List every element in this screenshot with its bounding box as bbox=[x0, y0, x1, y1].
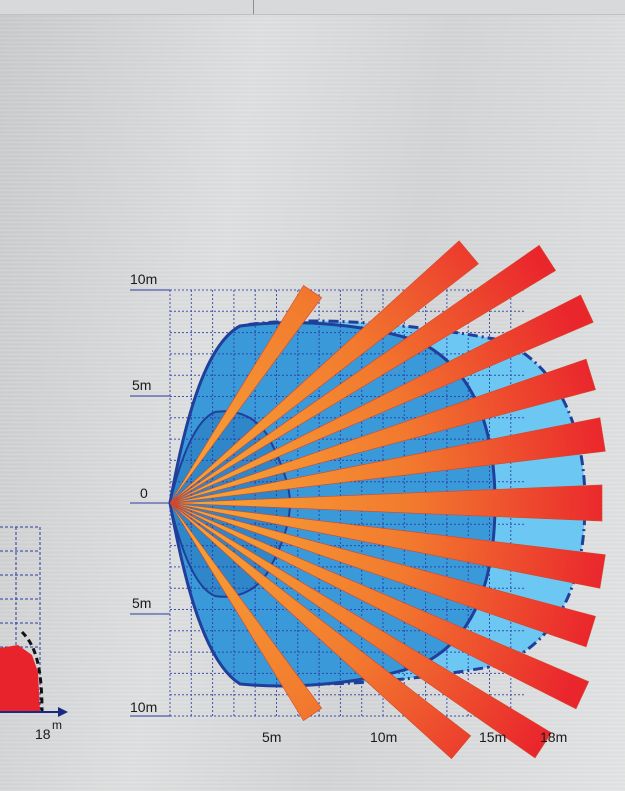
detection-ray bbox=[169, 484, 603, 522]
left-x-unit: m bbox=[52, 718, 62, 732]
detection-ray bbox=[169, 502, 590, 710]
left-x-label: 18 bbox=[35, 726, 51, 742]
detection-ray bbox=[169, 502, 606, 589]
x-label-5m: 5m bbox=[262, 729, 281, 745]
x-label-10m: 10m bbox=[370, 729, 397, 745]
detection-ray bbox=[169, 502, 472, 760]
detection-ray bbox=[169, 240, 479, 504]
y-label-lower: 5m bbox=[132, 595, 151, 611]
y-axis-labels: 10m 5m 0 5m 10m bbox=[130, 271, 170, 717]
detection-ray bbox=[169, 358, 596, 504]
x-axis-labels: 5m 10m 15m 18m bbox=[262, 729, 567, 745]
x-label-15m: 15m bbox=[479, 729, 506, 745]
detection-ray bbox=[169, 502, 596, 648]
detection-ray bbox=[169, 244, 557, 504]
main-diagram: 10m 5m 0 5m 10m 5m 10m 15m 18m bbox=[130, 240, 606, 760]
detection-rays bbox=[169, 240, 606, 760]
detection-ray bbox=[169, 284, 323, 504]
detection-ray bbox=[169, 502, 323, 722]
y-label-upper: 5m bbox=[132, 377, 151, 393]
detection-ray bbox=[169, 417, 606, 504]
top-divider bbox=[253, 0, 254, 14]
y-label-center: 0 bbox=[140, 485, 148, 501]
x-label-18m: 18m bbox=[540, 729, 567, 745]
left-axis-arrow bbox=[58, 707, 68, 717]
left-dashed-boundary bbox=[20, 630, 44, 713]
detection-ray bbox=[169, 294, 594, 504]
top-strip bbox=[0, 0, 625, 15]
y-label-top: 10m bbox=[130, 271, 157, 287]
y-label-bottom: 10m bbox=[130, 699, 157, 715]
left-red-zone bbox=[0, 645, 40, 712]
left-fragment: 18 m bbox=[0, 526, 68, 742]
detection-ray bbox=[169, 502, 552, 759]
